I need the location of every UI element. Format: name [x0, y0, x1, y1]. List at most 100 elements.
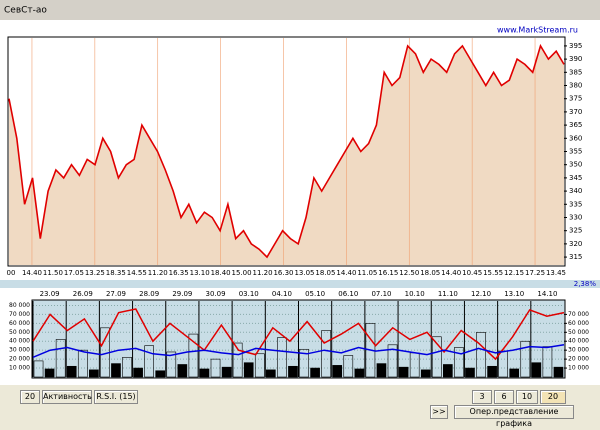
volume-bar [111, 363, 121, 378]
y-tick-label: 40 000 [9, 338, 30, 345]
x-tick-label: 13.45 [546, 269, 566, 277]
title-bar [0, 0, 600, 20]
y-tick-label: 315 [569, 253, 582, 261]
volume-bar [144, 345, 154, 378]
volume-bar [354, 368, 365, 378]
x-tick-label: 18.40 [211, 269, 231, 277]
volume-bar [133, 367, 143, 378]
x-tick-label: 10.45 [462, 269, 482, 277]
volume-bar [465, 367, 475, 378]
date-label: 26.09 [73, 290, 93, 298]
y-tick-label: 370 [569, 108, 582, 116]
volume-bar [166, 351, 177, 378]
volume-bar [199, 368, 210, 378]
rsi-button[interactable]: R.S.I. (15) [94, 390, 138, 404]
x-tick-label: 18.05 [315, 269, 335, 277]
volume-bar [288, 365, 298, 378]
d6-button[interactable]: 6 дн. [494, 390, 514, 413]
next-button[interactable]: >> [430, 405, 448, 419]
mode-button[interactable]: Опер.представление графика [454, 405, 574, 428]
date-label: 05.10 [305, 290, 325, 298]
y-tick-label: 390 [569, 55, 582, 63]
date-label: 27.09 [106, 290, 126, 298]
volume-bar [155, 370, 166, 378]
y-tick-label: 335 [569, 200, 582, 208]
y-tick-label: 20 000 [9, 356, 30, 363]
x-tick-label: 16.15 [378, 269, 398, 277]
volume-bar [232, 342, 243, 378]
volume-bar [177, 364, 188, 378]
activity-button[interactable]: Активность [42, 390, 92, 404]
x-tick-label: 16.35 [169, 269, 189, 277]
volume-bar [122, 357, 132, 378]
x-tick-label: 15.55 [483, 269, 503, 277]
x-tick-label: 17.25 [525, 269, 545, 277]
indicator-line [32, 308, 565, 361]
percent-bar [0, 280, 600, 288]
volume-bar [509, 368, 520, 378]
volume-bar [310, 367, 320, 378]
y2-tick-label: 70 000 [568, 311, 589, 318]
x-tick-label: 14.40 [22, 269, 42, 277]
volume-bar [420, 369, 431, 378]
volume-bar [332, 365, 343, 378]
period-button[interactable]: 20 [20, 390, 40, 404]
x-tick-label: 11.20 [148, 269, 168, 277]
volume-bar [188, 333, 199, 378]
d10-button[interactable]: 10 дн [516, 390, 538, 413]
indicator-line [32, 344, 565, 358]
y-tick-label: 70 000 [9, 311, 30, 318]
y-tick-label: 375 [569, 95, 582, 103]
price-area [9, 45, 564, 266]
d3-button[interactable]: 3 дн. [472, 390, 492, 413]
x-tick-label: 13.05 [294, 269, 314, 277]
y-tick-label: 60 000 [9, 320, 30, 327]
y2-tick-label: 30 000 [568, 347, 589, 354]
x-tick-label: 16.30 [273, 269, 293, 277]
volume-bar [243, 362, 254, 378]
date-label: 04.10 [272, 290, 292, 298]
volume-bar [266, 369, 276, 378]
volume-bar [454, 347, 464, 378]
volume-bar [89, 369, 99, 378]
volume-bar [321, 330, 331, 378]
d20-button[interactable]: 20 дн. [540, 390, 566, 413]
price-line [8, 43, 565, 259]
volume-bar [66, 365, 77, 378]
volume-bar [254, 353, 265, 378]
y-tick-label: 320 [569, 240, 582, 248]
volume-bar [299, 348, 309, 378]
date-label: 12.10 [471, 290, 491, 298]
volume-bar [553, 366, 564, 378]
volume-bar [77, 349, 88, 378]
date-label: 07.10 [371, 290, 391, 298]
x-tick-label: 17.05 [64, 269, 84, 277]
y2-tick-label: 50 000 [568, 329, 589, 336]
y-tick-label: 365 [569, 121, 582, 129]
x-tick-label: 18.35 [106, 269, 126, 277]
volume-bar [387, 344, 398, 378]
x-tick-label: 18.05 [420, 269, 440, 277]
date-label: 11.10 [438, 290, 458, 298]
y2-tick-label: 60 000 [568, 320, 589, 327]
percent: 2,38% [574, 280, 597, 288]
volume-bar [277, 337, 287, 378]
x-tick-label: 14.55 [127, 269, 147, 277]
y-tick-label: 380 [569, 82, 582, 90]
date-label: 10.10 [405, 290, 425, 298]
volume-bar [365, 323, 376, 378]
date-label: 29.09 [172, 290, 192, 298]
volume-bar [44, 368, 55, 378]
volume-bar [55, 339, 66, 378]
volume-bar [398, 366, 409, 378]
y-tick-label: 395 [569, 42, 582, 50]
x-tick-label: 13.10 [190, 269, 210, 277]
volume-bar [376, 363, 387, 378]
y-tick-label: 345 [569, 174, 582, 182]
volume-bar [487, 365, 497, 378]
y2-tick-label: 40 000 [568, 338, 589, 345]
y-tick-label: 50 000 [9, 329, 30, 336]
volume-bar [343, 355, 354, 378]
